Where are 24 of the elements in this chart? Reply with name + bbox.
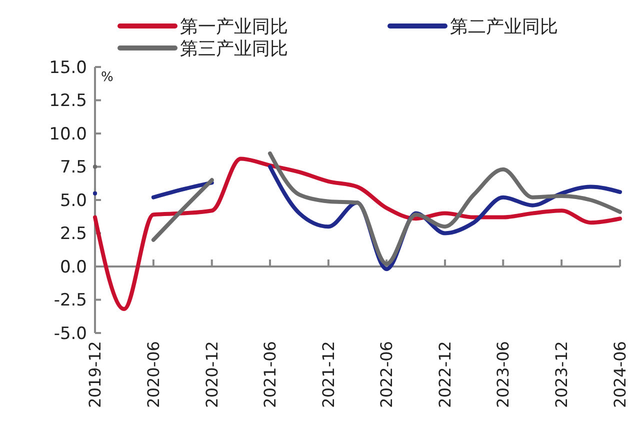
x-tick-label: 2022-12 (436, 341, 455, 408)
legend-label: 第一产业同比 (180, 16, 288, 38)
x-tick-label: 2019-12 (86, 341, 105, 408)
y-tick-label: -5.0 (54, 324, 87, 344)
x-tick-label: 2020-12 (202, 341, 222, 408)
y-tick-label: -2.5 (54, 290, 87, 311)
x-tick-label: 2021-06 (260, 341, 280, 408)
y-tick-label: 10.0 (49, 124, 87, 144)
y-tick-label: 15.0 (49, 58, 87, 78)
y-tick-label: 12.5 (49, 91, 87, 112)
line-series (93, 156, 622, 312)
x-tick-label: 2023-06 (494, 341, 513, 408)
x-tick-label: 2023-12 (552, 341, 572, 408)
y-tick-label: 0.0 (60, 257, 87, 278)
y-axis-title: % (101, 70, 114, 85)
y-tick-label: 7.5 (60, 158, 87, 178)
x-tick-label: 2020-06 (144, 341, 164, 408)
x-tick-label: 2024-06 (610, 341, 630, 408)
y-tick-label: 5.0 (60, 190, 87, 211)
legend-label: 第三产业同比 (180, 38, 288, 60)
y-tick-label: 2.5 (60, 224, 87, 244)
legend-label: 第二产业同比 (450, 16, 558, 38)
x-tick-label: 2022-06 (377, 341, 396, 408)
x-tick-label: 2021-12 (319, 341, 338, 408)
